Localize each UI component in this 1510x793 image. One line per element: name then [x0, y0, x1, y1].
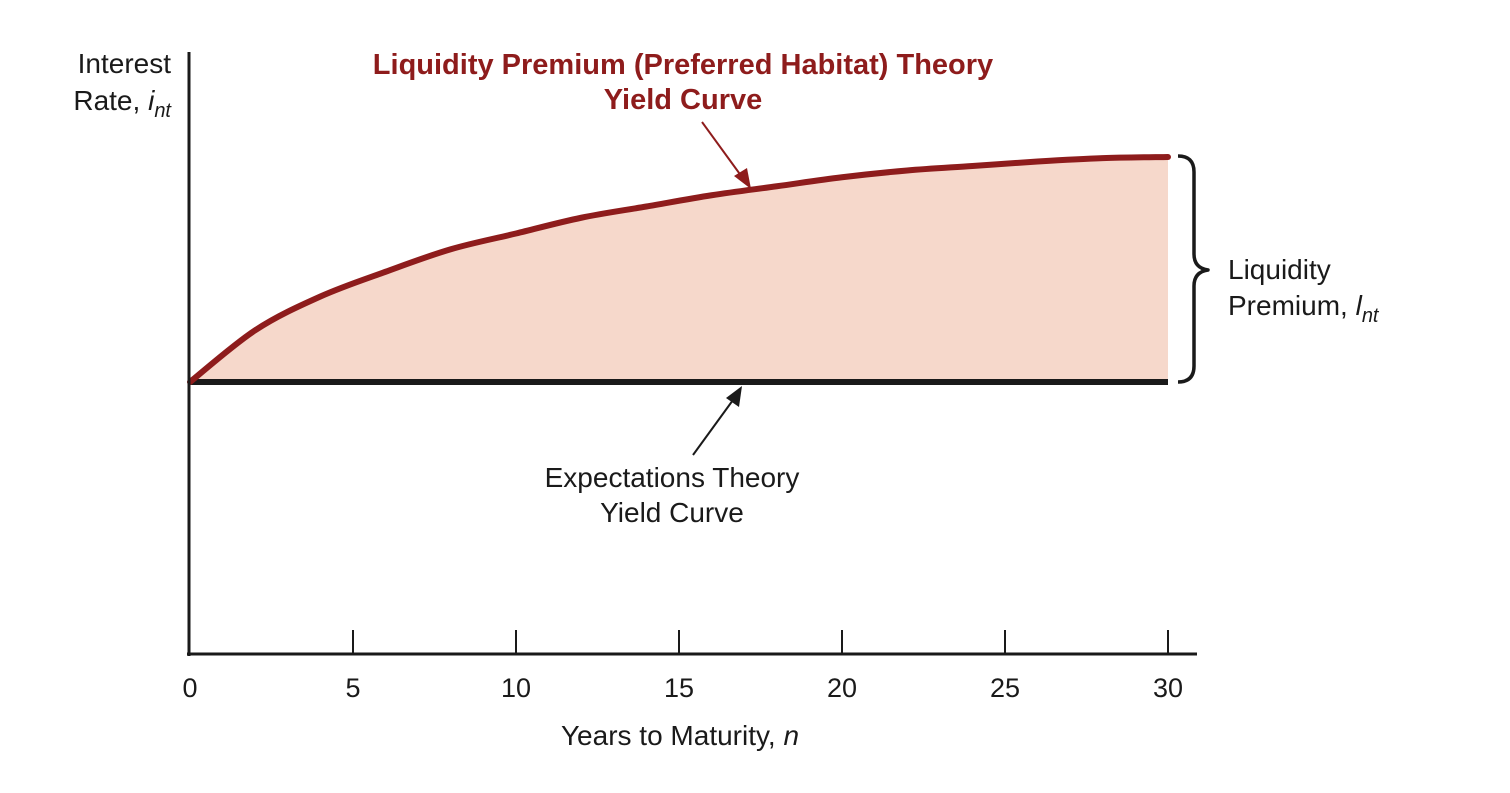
x-tick-label: 15: [664, 673, 694, 703]
expectations-title-line2: Yield Curve: [600, 497, 744, 528]
expectations-pointer: [692, 399, 734, 456]
x-tick-label: 5: [345, 673, 360, 703]
x-tick-group: 0 5 10 15 20 25 30: [182, 630, 1183, 703]
x-tick-label: 25: [990, 673, 1020, 703]
liquidity-curve-title-line1: Liquidity Premium (Preferred Habitat) Th…: [373, 49, 993, 81]
liquidity-curve-pointer: [701, 121, 743, 178]
x-axis-label-text: Years to Maturity,: [561, 720, 776, 751]
x-tick-label: 30: [1153, 673, 1183, 703]
y-axis-label-line2: Rate, int: [73, 85, 172, 122]
y-axis-label-text: Rate,: [73, 85, 140, 116]
x-tick-label: 10: [501, 673, 531, 703]
premium-label-sub: nt: [1362, 305, 1380, 327]
x-axis-label: Years to Maturity, n: [561, 720, 799, 751]
premium-label-line1: Liquidity: [1228, 254, 1331, 285]
x-tick-label: 0: [182, 673, 197, 703]
expectations-title-line1: Expectations Theory: [545, 462, 800, 493]
x-axis-label-var: n: [783, 720, 799, 751]
liquidity-premium-curve: [187, 154, 1171, 385]
y-axis-label-space: [140, 85, 148, 116]
x-tick-label: 20: [827, 673, 857, 703]
y-axis-label-line1: Interest: [78, 48, 172, 79]
premium-label-space: [1348, 290, 1356, 321]
premium-bracket: [1177, 154, 1210, 384]
y-axis-label-sub: nt: [154, 100, 172, 122]
liquidity-curve-arrowhead: [734, 168, 751, 189]
liquidity-premium-area: [190, 157, 1168, 382]
premium-label-var: l: [1356, 290, 1363, 321]
expectations-arrowhead: [726, 386, 742, 407]
premium-label-line2: Premium, lnt: [1228, 290, 1380, 327]
y-axis-label-var: i: [148, 85, 155, 116]
liquidity-curve-title-line2: Yield Curve: [604, 84, 762, 116]
x-axis-label-space: [776, 720, 784, 751]
premium-label-text: Premium,: [1228, 290, 1348, 321]
